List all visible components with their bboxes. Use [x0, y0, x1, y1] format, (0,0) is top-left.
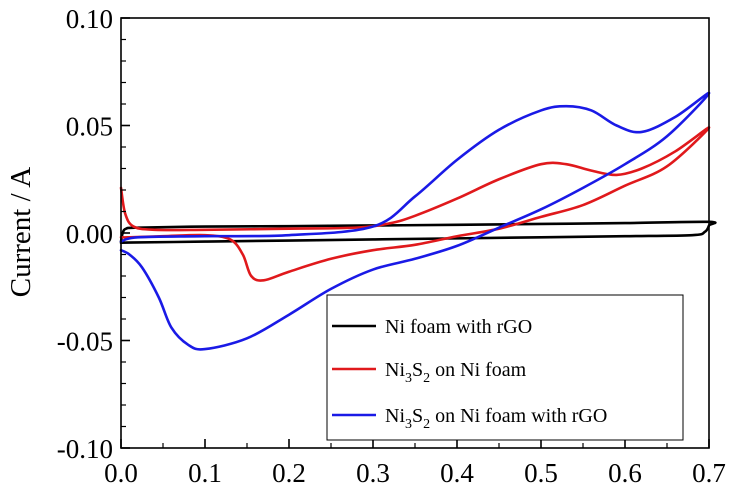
y-tick-label: -0.05	[57, 327, 113, 357]
x-tick-label: 0.4	[440, 458, 474, 488]
x-axis: 0.0 0.1 0.2 0.3 0.4 0.5 0.6 0.7	[104, 439, 726, 488]
x-tick-label: 0.2	[272, 458, 306, 488]
legend-label-3: Ni3S2 on Ni foam with rGO	[385, 405, 607, 432]
legend-label-1: Ni foam with rGO	[385, 316, 532, 338]
y-tick-label: 0.10	[66, 4, 113, 34]
y-tick-label: -0.10	[57, 434, 113, 464]
legend: Ni foam with rGO Ni3S2 on Ni foam Ni3S2 on…	[326, 294, 684, 441]
x-tick-label: 0.1	[188, 458, 222, 488]
x-tick-label: 0.7	[692, 458, 726, 488]
series-line-2	[119, 126, 711, 282]
y-axis-label: Current / A	[5, 167, 37, 298]
legend-box	[326, 294, 684, 441]
x-tick-label: 0.6	[608, 458, 642, 488]
x-tick-label: 0.0	[104, 458, 138, 488]
series-line-3	[119, 91, 711, 351]
x-tick-label: 0.5	[524, 458, 558, 488]
y-axis: -0.10 -0.05 0.00 0.05 0.10	[57, 4, 130, 464]
x-tick-label: 0.3	[356, 458, 390, 488]
series-line-1	[119, 220, 717, 244]
y-tick-label: 0.00	[66, 219, 113, 249]
y-tick-label: 0.05	[66, 112, 113, 142]
legend-label-2: Ni3S2 on Ni foam	[385, 359, 527, 386]
